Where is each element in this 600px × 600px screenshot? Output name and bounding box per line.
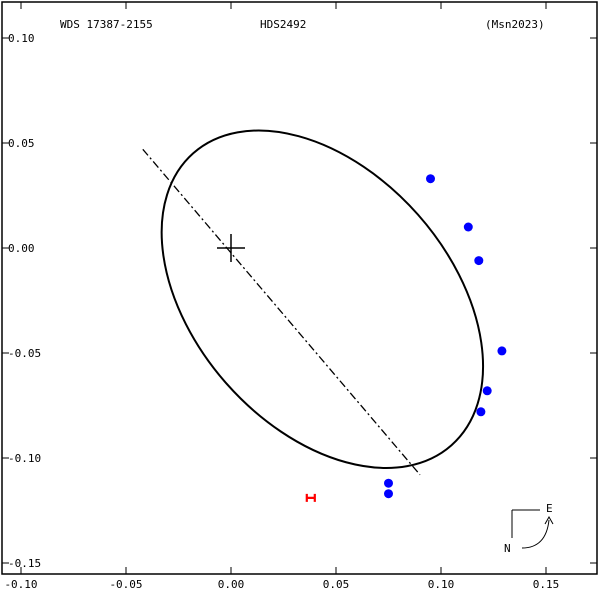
primary-star-marker (217, 234, 245, 262)
reference-label: (Msn2023) (485, 18, 545, 31)
observation-point (474, 256, 484, 266)
observation-point (384, 478, 393, 488)
observation-points (305, 174, 507, 502)
compass-arrowhead (544, 515, 554, 525)
y-tick-label: 0.05 (8, 137, 35, 150)
y-tick-label: -0.15 (8, 557, 41, 570)
observation-point (463, 222, 473, 232)
y-tick-label: 0.10 (8, 32, 35, 45)
x-tick-label: 0.15 (533, 578, 560, 591)
x-tick-labels: -0.10 -0.05 0.00 0.05 0.10 0.15 (4, 578, 559, 591)
line-of-nodes (142, 148, 421, 476)
observation-point (476, 407, 486, 417)
observation-point (384, 489, 393, 499)
observation-point (482, 386, 492, 396)
x-tick-label: -0.10 (4, 578, 37, 591)
observation-point (497, 346, 507, 356)
orbit-layer (142, 129, 485, 476)
plot-frame (1, 1, 598, 575)
axis-ticks (2, 2, 597, 574)
x-tick-label: 0.10 (428, 578, 455, 591)
observation-point (426, 174, 435, 184)
compass: E N (504, 502, 554, 555)
compass-arms (511, 509, 540, 538)
y-tick-label: 0.00 (8, 242, 35, 255)
discoverer-label: HDS2492 (260, 18, 306, 31)
y-tick-label: -0.05 (8, 347, 41, 360)
x-tick-label: 0.05 (323, 578, 350, 591)
compass-east-label: E (546, 502, 553, 515)
hipparcos-h-marker (305, 493, 316, 502)
wds-id-label: WDS 17387-2155 (60, 18, 153, 31)
y-tick-label: -0.10 (8, 452, 41, 465)
x-tick-label: 0.00 (218, 578, 245, 591)
compass-north-label: N (504, 542, 511, 555)
x-tick-label: -0.05 (109, 578, 142, 591)
orbit-ellipse (160, 129, 485, 469)
compass-rotation-arrow (521, 519, 550, 549)
y-tick-labels: 0.10 0.05 0.00 -0.05 -0.10 -0.15 (8, 32, 41, 570)
